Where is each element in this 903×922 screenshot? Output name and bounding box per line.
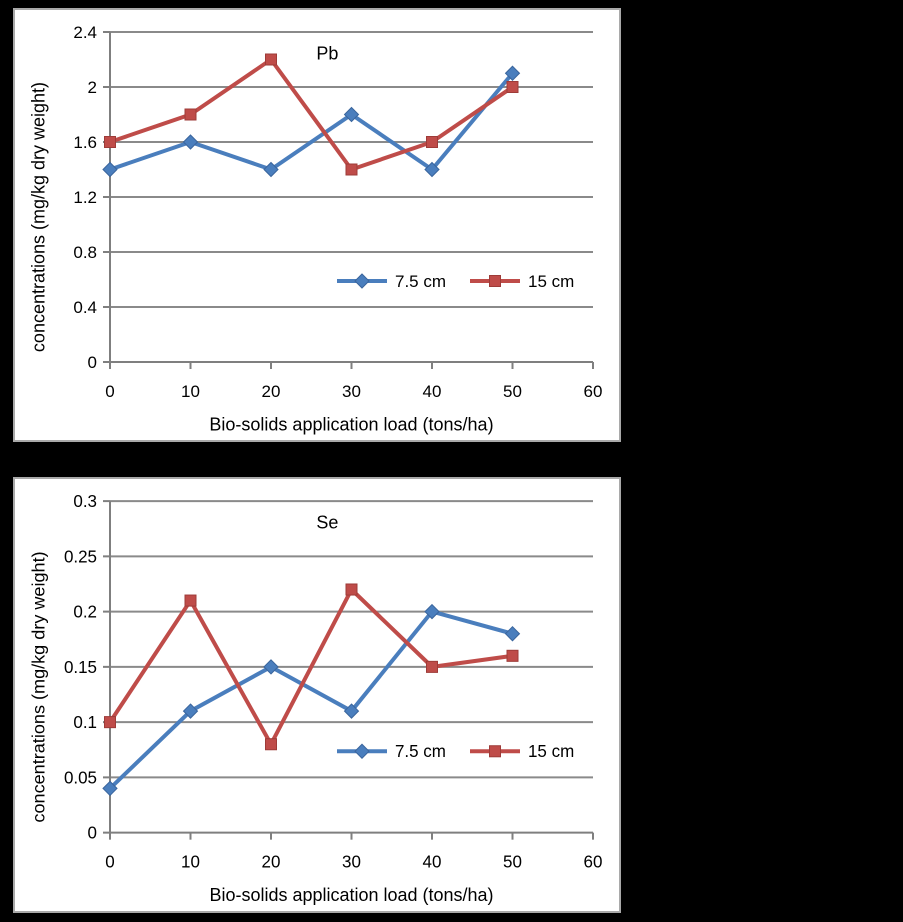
se-chart: 0 0.05 0.1 0.15 0.2 0.25 0.3 0 10 20 30 40 50 60 Bio-s… [28,492,603,905]
x-tick-label: 30 [342,853,361,872]
chart-title: Pb [316,43,338,63]
series-1-marker [184,108,197,121]
x-tick-label: 0 [105,382,114,401]
y-tick-label: 2.4 [73,23,97,42]
y-tick-label: 0 [88,353,97,372]
x-tick-label: 10 [181,382,200,401]
legend-marker [489,275,501,287]
series-1-marker [506,81,519,93]
legend-marker [354,743,370,760]
legend-label: 15 cm [528,272,574,291]
series-0-marker [343,106,360,123]
series-0-marker [504,625,521,642]
chart-title: Se [316,512,338,532]
pb-chart-panel: 0 0.4 0.8 1.2 1.6 2 2.4 0 10 20 30 40 50 60 Bio-solids… [13,8,621,442]
y-tick-label: 0.3 [73,492,97,511]
y-tick-label: 0 [88,824,97,843]
series-line-1 [108,57,515,172]
series-0-marker [182,703,199,719]
series-1-marker [104,136,116,148]
y-axis-title: concentrations (mg/kg dry weight) [28,551,48,822]
series-1-marker [104,716,116,729]
series-1-marker [265,738,277,751]
x-tick-label: 20 [262,853,281,872]
series-0-marker [263,161,279,178]
x-tick-label: 40 [423,382,442,401]
y-tick-label: 0.25 [64,547,97,566]
y-tick-label: 2 [88,78,97,97]
legend-marker [489,745,501,758]
x-tick-label: 0 [105,853,114,872]
x-tick-label: 60 [584,853,603,872]
y-tick-label: 1.6 [73,133,97,152]
y-tick-label: 0.4 [73,298,97,317]
series-0-marker [182,134,199,150]
series-line-1 [108,587,515,747]
x-tick-label: 20 [262,382,281,401]
x-tick-label: 10 [181,853,200,872]
x-tick-label: 60 [584,382,603,401]
series-1-marker [345,583,358,596]
legend-label: 7.5 cm [395,272,446,291]
series-0-marker [424,161,440,178]
series-1-marker [426,136,438,148]
series-0-marker [263,659,279,675]
series-1-marker [506,649,519,662]
series-0-marker [343,703,360,719]
legend-label: 7.5 cm [395,742,446,761]
series-1-marker [426,660,438,673]
y-tick-label: 0.1 [73,713,97,732]
y-tick-label: 1.2 [73,188,97,207]
series-0-marker [504,65,521,81]
series-0-marker [102,780,118,797]
series-0-marker [424,603,440,620]
y-tick-label: 0.15 [64,658,97,677]
y-tick-label: 0.05 [64,768,97,787]
series-line-0 [108,609,515,791]
x-tick-label: 50 [503,382,522,401]
series-1-marker [184,594,197,607]
x-axis-title: Bio-solids application load (tons/ha) [209,414,493,434]
y-tick-label: 0.8 [73,243,97,262]
y-tick-label: 0.2 [73,603,97,622]
se-chart-panel: 0 0.05 0.1 0.15 0.2 0.25 0.3 0 10 20 30 40 50 60 Bio-s… [13,477,621,913]
series-1-marker [345,163,358,176]
x-axis-title: Bio-solids application load (tons/ha) [210,885,494,905]
series-0-marker [102,161,118,178]
pb-chart: 0 0.4 0.8 1.2 1.6 2 2.4 0 10 20 30 40 50 60 Bio-solids… [28,23,603,434]
legend-label: 15 cm [528,742,574,761]
x-tick-label: 30 [342,382,361,401]
series-line-0 [108,71,515,172]
y-axis-title: concentrations (mg/kg dry weight) [28,82,48,352]
series-1-marker [265,53,277,66]
x-tick-label: 40 [423,853,442,872]
legend-marker [354,273,370,289]
x-tick-label: 50 [503,853,522,872]
